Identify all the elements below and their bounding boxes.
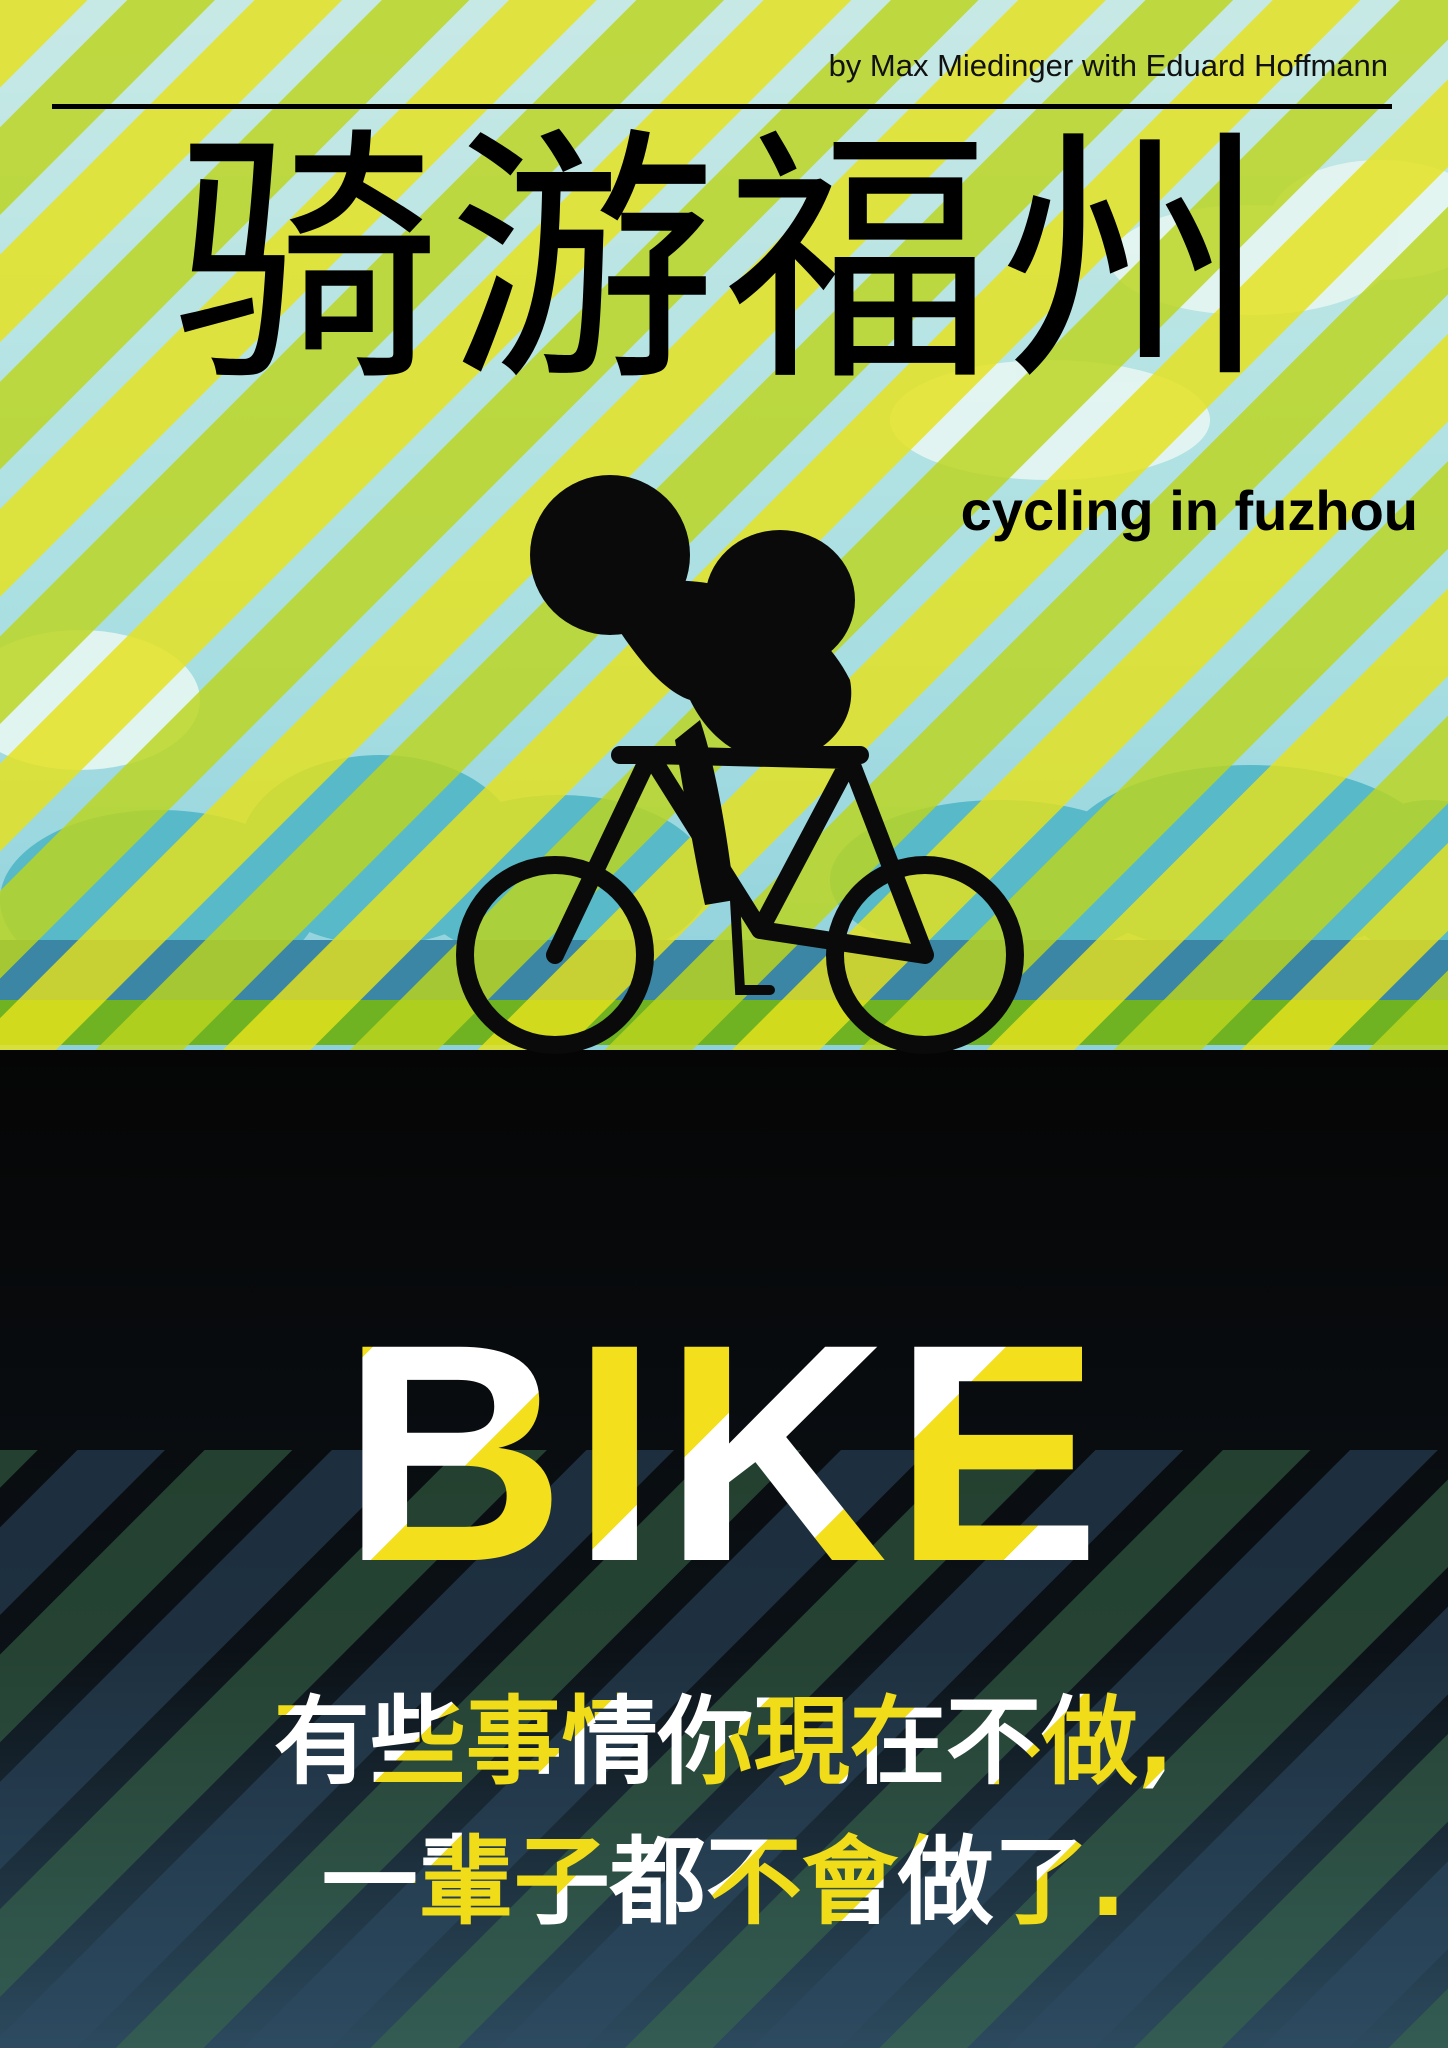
cyclist-silhouette — [456, 475, 1024, 1054]
chinese-title: 骑游福州 — [172, 106, 1276, 418]
title-divider — [52, 104, 1392, 109]
english-subtitle: cycling in fuzhou — [960, 479, 1418, 542]
byline: by Max Miedinger with Eduard Hoffmann — [828, 48, 1388, 83]
tagline-line-2: 一輩子都不會做了. — [0, 1829, 1448, 1936]
bike-headline: BIKE — [0, 1298, 1448, 1608]
tagline-line-1: 有些事情你現在不做, — [0, 1689, 1448, 1796]
stripe-overlay-dark — [0, 1450, 1448, 2048]
